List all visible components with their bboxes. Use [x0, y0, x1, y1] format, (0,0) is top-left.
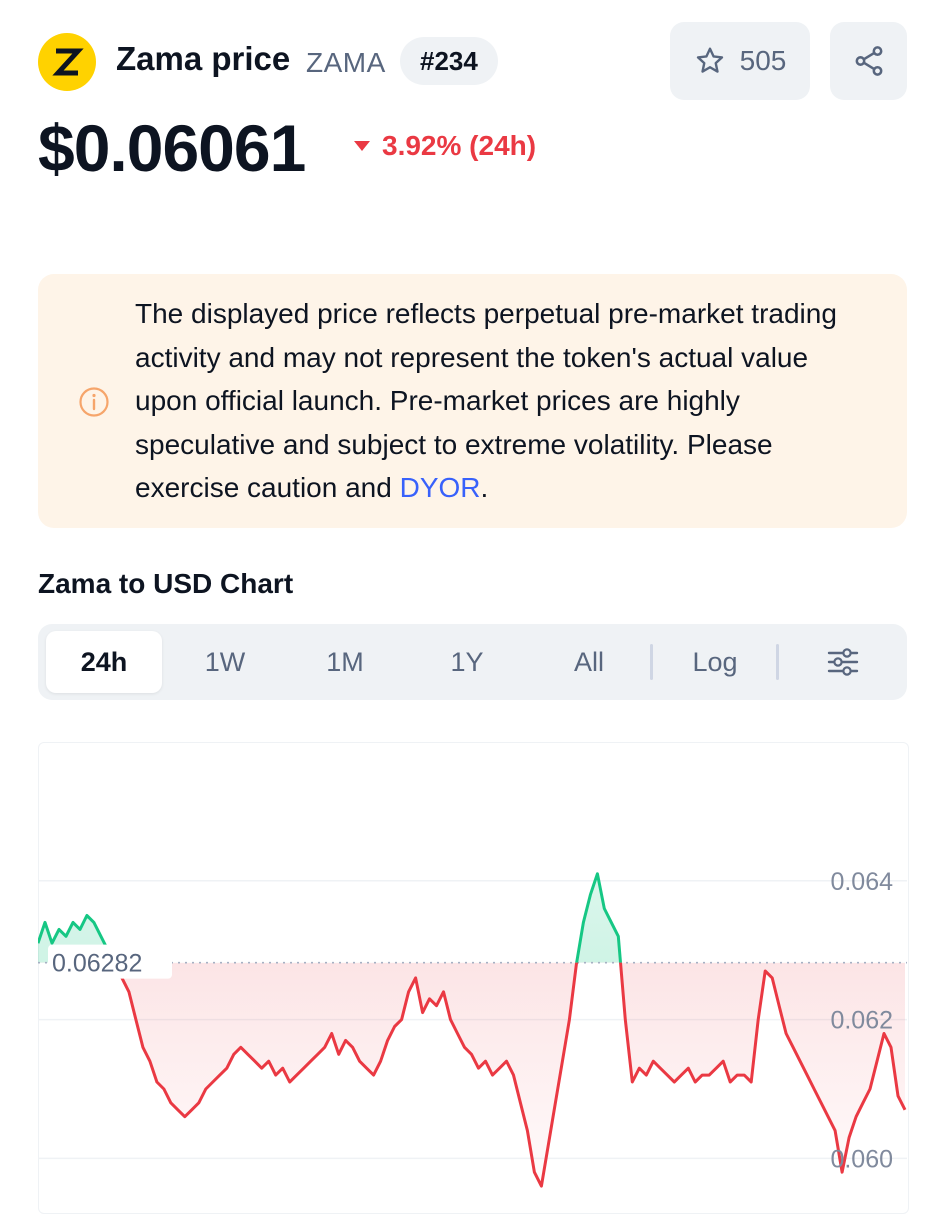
price-change: 3.92% (24h) [352, 130, 536, 162]
chart-range-tabs: 24h 1W 1M 1Y All Log [38, 624, 907, 700]
coin-logo [38, 33, 96, 91]
tab-all[interactable]: All [573, 646, 604, 677]
caret-down-icon [354, 141, 370, 151]
tab-1w[interactable]: 1W [204, 646, 246, 677]
share-button[interactable] [830, 22, 907, 100]
y-tick-label: 0.060 [830, 1145, 893, 1173]
tab-1y[interactable]: 1Y [450, 646, 484, 677]
reference-price-label: 0.06282 [52, 950, 142, 978]
dyor-link[interactable]: DYOR [399, 472, 481, 503]
notice-text: The displayed price reflects perpetual p… [135, 292, 875, 510]
watchlist-count: 505 [739, 45, 787, 76]
tab-divider [650, 644, 653, 680]
watchlist-button[interactable]: 505 [670, 22, 810, 100]
premarket-notice [38, 274, 907, 528]
sliders-icon [827, 648, 859, 676]
current-price: $0.06061 [38, 111, 306, 185]
tab-24h[interactable]: 24h [46, 631, 162, 693]
share-icon [855, 46, 882, 76]
log-toggle[interactable]: Log [692, 646, 738, 677]
zama-logo-icon [52, 48, 84, 76]
price-chart[interactable]: 0.064 0.062 0.060 0.06282 [38, 742, 907, 1200]
price-line-below-reference [112, 962, 907, 1188]
tab-divider [776, 644, 779, 680]
reference-label-bg [48, 944, 172, 979]
chart-title: Zama to USD Chart [38, 568, 294, 599]
price-area-below-reference [38, 962, 905, 1187]
info-icon [79, 387, 109, 417]
rank-badge: #234 [400, 37, 498, 85]
chart-settings-button[interactable] [786, 631, 900, 693]
coin-name: Zama price [116, 40, 291, 77]
star-icon [696, 47, 723, 73]
coin-symbol: ZAMA [306, 47, 386, 78]
y-tick-label: 0.062 [830, 1007, 893, 1035]
price-change-value: 3.92% (24h) [382, 130, 537, 161]
y-tick-label: 0.064 [830, 868, 893, 896]
notice-body: The displayed price reflects perpetual p… [135, 298, 837, 503]
tab-1m[interactable]: 1M [326, 646, 364, 677]
notice-suffix: . [480, 472, 489, 503]
